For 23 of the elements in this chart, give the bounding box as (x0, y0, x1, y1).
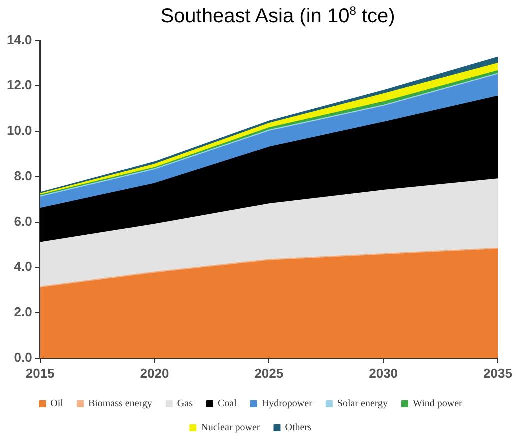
legend-label: Coal (218, 398, 238, 410)
legend-label: Solar energy (337, 398, 388, 410)
x-tick-label: 2035 (484, 366, 512, 381)
legend-label: Biomass energy (88, 398, 152, 410)
legend-label: Others (285, 422, 312, 434)
x-tick-label: 2030 (369, 366, 398, 381)
x-tick-label: 2020 (140, 366, 170, 381)
legend-label: Gas (177, 398, 194, 410)
x-tick-label: 2015 (26, 366, 55, 381)
y-tick-label: 8.0 (14, 168, 32, 184)
y-tick-label: 6.0 (14, 214, 32, 229)
chart-title: Southeast Asia (in 10$^{8}$ tce) (160, 4, 396, 30)
legend-label: Wind power (413, 398, 464, 410)
legend-label: Nuclear power (201, 422, 261, 434)
y-tick-label: 0.0 (14, 350, 32, 365)
y-tick-label: 4.0 (14, 259, 32, 274)
y-tick-label: 2.0 (14, 304, 32, 320)
y-tick-label: 12.0 (6, 78, 32, 93)
x-tick-label: 2025 (254, 366, 284, 381)
y-tick-label: 14.0 (6, 32, 32, 48)
legend-label: Hydropower (262, 398, 314, 410)
y-tick-label: 10.0 (6, 123, 32, 138)
legend-label: Oil (50, 398, 64, 410)
